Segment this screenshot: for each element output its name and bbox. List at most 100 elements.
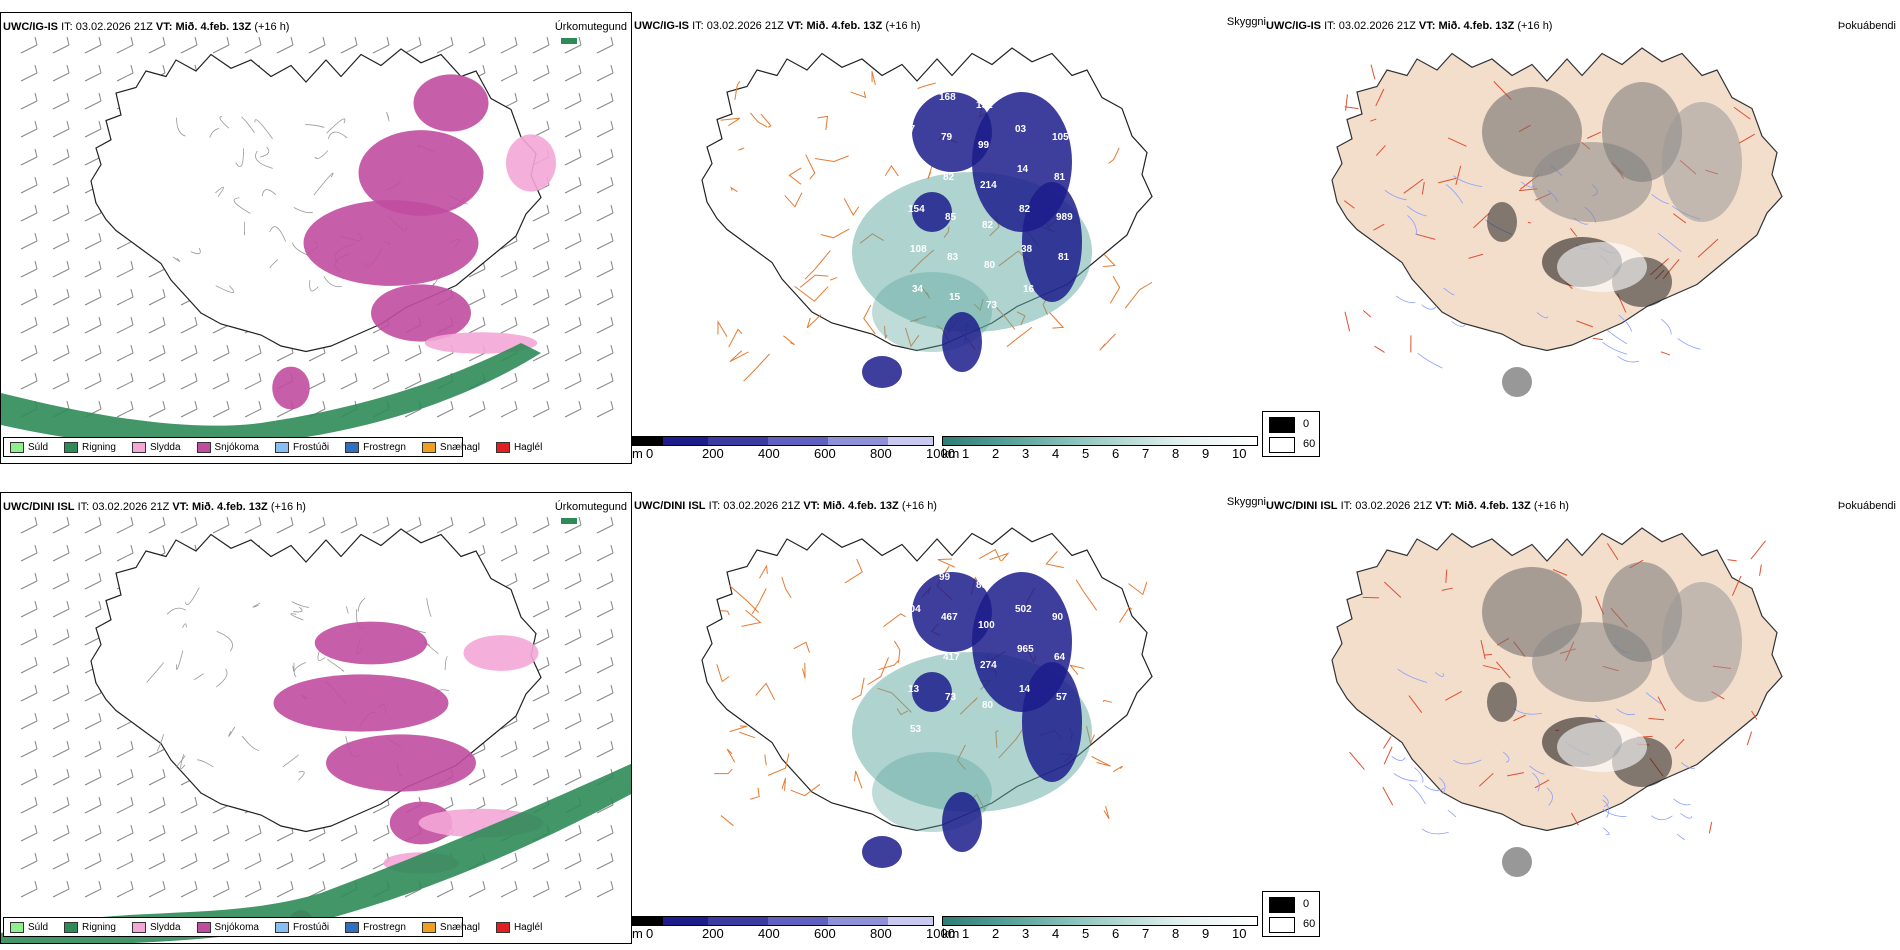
legend-label: Súld bbox=[28, 441, 49, 453]
legend-label: Snjókoma bbox=[214, 921, 259, 933]
road-line bbox=[1383, 746, 1393, 765]
terrain-line bbox=[314, 150, 329, 159]
road-line bbox=[1592, 337, 1603, 341]
terrain-line bbox=[260, 146, 270, 158]
fog-scale-white-swatch bbox=[1269, 437, 1295, 453]
terrain-line bbox=[146, 662, 164, 683]
terrain-line bbox=[317, 651, 326, 661]
wind-barb bbox=[500, 880, 518, 898]
river-line bbox=[1680, 813, 1693, 819]
legend-label: Frostregn bbox=[363, 921, 406, 933]
legend-swatch bbox=[345, 441, 360, 453]
legend-swatch bbox=[196, 441, 211, 453]
cloud-base-value: 13 bbox=[908, 684, 920, 695]
wind-barb bbox=[20, 516, 38, 534]
road-line bbox=[863, 304, 876, 335]
wind-barb bbox=[244, 36, 262, 54]
wind-barb bbox=[564, 344, 582, 362]
wind-barb bbox=[84, 288, 102, 306]
road-line bbox=[1473, 212, 1490, 229]
road-line bbox=[1708, 821, 1713, 834]
cloud-base-value: 77 bbox=[1091, 660, 1103, 671]
wind-barb bbox=[564, 148, 582, 166]
cloud-base-value: 105 bbox=[1052, 132, 1069, 143]
fog-map-row1 bbox=[1331, 47, 1783, 397]
road-line bbox=[1415, 233, 1436, 240]
terrain-line bbox=[215, 285, 235, 293]
wind-barb bbox=[148, 768, 166, 786]
road-line bbox=[806, 314, 822, 329]
wind-barb bbox=[532, 64, 550, 82]
precip-type-label-row1: Úrkomutegund bbox=[554, 21, 627, 33]
wind-barb bbox=[468, 36, 486, 54]
road-line bbox=[1648, 717, 1665, 721]
road-line bbox=[883, 613, 906, 628]
terrain-line bbox=[357, 597, 366, 612]
wind-barb bbox=[84, 880, 102, 898]
terrain-line bbox=[292, 662, 295, 672]
cloudbase-tick: 400 bbox=[758, 446, 780, 461]
fog-header-row2: UWC/DINI ISL IT: 03.02.2026 21Z VT: Mið.… bbox=[1266, 500, 1569, 512]
wind-barb bbox=[596, 684, 614, 702]
wind-barb bbox=[180, 852, 198, 870]
wind-barb bbox=[564, 400, 582, 418]
river-line bbox=[1532, 772, 1540, 792]
wind-barb bbox=[436, 36, 454, 54]
wind-barb bbox=[20, 288, 38, 306]
fog-index-area bbox=[1557, 242, 1647, 292]
snow-area bbox=[326, 734, 476, 792]
precip-map-row1 bbox=[1, 36, 614, 447]
wind-barb bbox=[84, 316, 102, 334]
wind-barb bbox=[500, 36, 518, 54]
wind-barb bbox=[180, 516, 198, 534]
river-line bbox=[1447, 809, 1456, 817]
road-line bbox=[804, 250, 831, 280]
wind-barb bbox=[180, 36, 198, 54]
legend-item: Súld bbox=[10, 441, 49, 453]
road-line bbox=[1468, 253, 1484, 259]
cloudbase-tick: 600 bbox=[814, 926, 836, 941]
visibility-tick: 8 bbox=[1172, 926, 1180, 941]
wind-barb bbox=[468, 516, 486, 534]
legend-label: Rigning bbox=[82, 921, 116, 933]
road-line bbox=[790, 784, 821, 797]
road-line bbox=[1075, 579, 1098, 611]
terrain-line bbox=[182, 623, 187, 628]
cloud-base-value: 100 bbox=[978, 620, 995, 631]
wind-barb bbox=[276, 852, 294, 870]
cloud-base-area bbox=[912, 672, 952, 712]
terrain-line bbox=[293, 606, 303, 613]
terrain-line bbox=[255, 150, 273, 169]
wind-barb bbox=[20, 852, 38, 870]
sleet-area bbox=[506, 134, 556, 192]
road-line bbox=[729, 725, 748, 733]
wind-barb bbox=[52, 740, 70, 758]
cloud-base-value: 99 bbox=[939, 572, 951, 583]
road-line bbox=[1006, 326, 1033, 348]
river-line bbox=[1391, 755, 1406, 761]
wind-barb bbox=[404, 372, 422, 390]
road-line bbox=[893, 640, 901, 663]
snow-area bbox=[303, 200, 479, 286]
road-line bbox=[1375, 88, 1385, 107]
road-line bbox=[1049, 312, 1065, 329]
wind-barb bbox=[532, 572, 550, 590]
legend-item: Rigning bbox=[64, 441, 116, 453]
wind-barb bbox=[84, 516, 102, 534]
legend-label: Frostúði bbox=[292, 921, 330, 933]
terrain-line bbox=[252, 602, 261, 608]
wind-barb bbox=[148, 852, 166, 870]
wind-barb bbox=[116, 852, 134, 870]
road-line bbox=[1534, 779, 1550, 789]
cloud-base-value: 81 bbox=[1058, 252, 1070, 263]
road-line bbox=[1478, 772, 1494, 787]
wind-barb bbox=[372, 344, 390, 362]
wind-barb bbox=[52, 880, 70, 898]
wind-barb bbox=[212, 400, 230, 418]
wind-barb bbox=[596, 176, 614, 194]
wind-barb bbox=[212, 516, 230, 534]
road-line bbox=[1091, 756, 1111, 767]
cloud-base-value: 85 bbox=[945, 212, 957, 223]
wind-barb bbox=[52, 92, 70, 110]
terrain-line bbox=[235, 148, 244, 167]
